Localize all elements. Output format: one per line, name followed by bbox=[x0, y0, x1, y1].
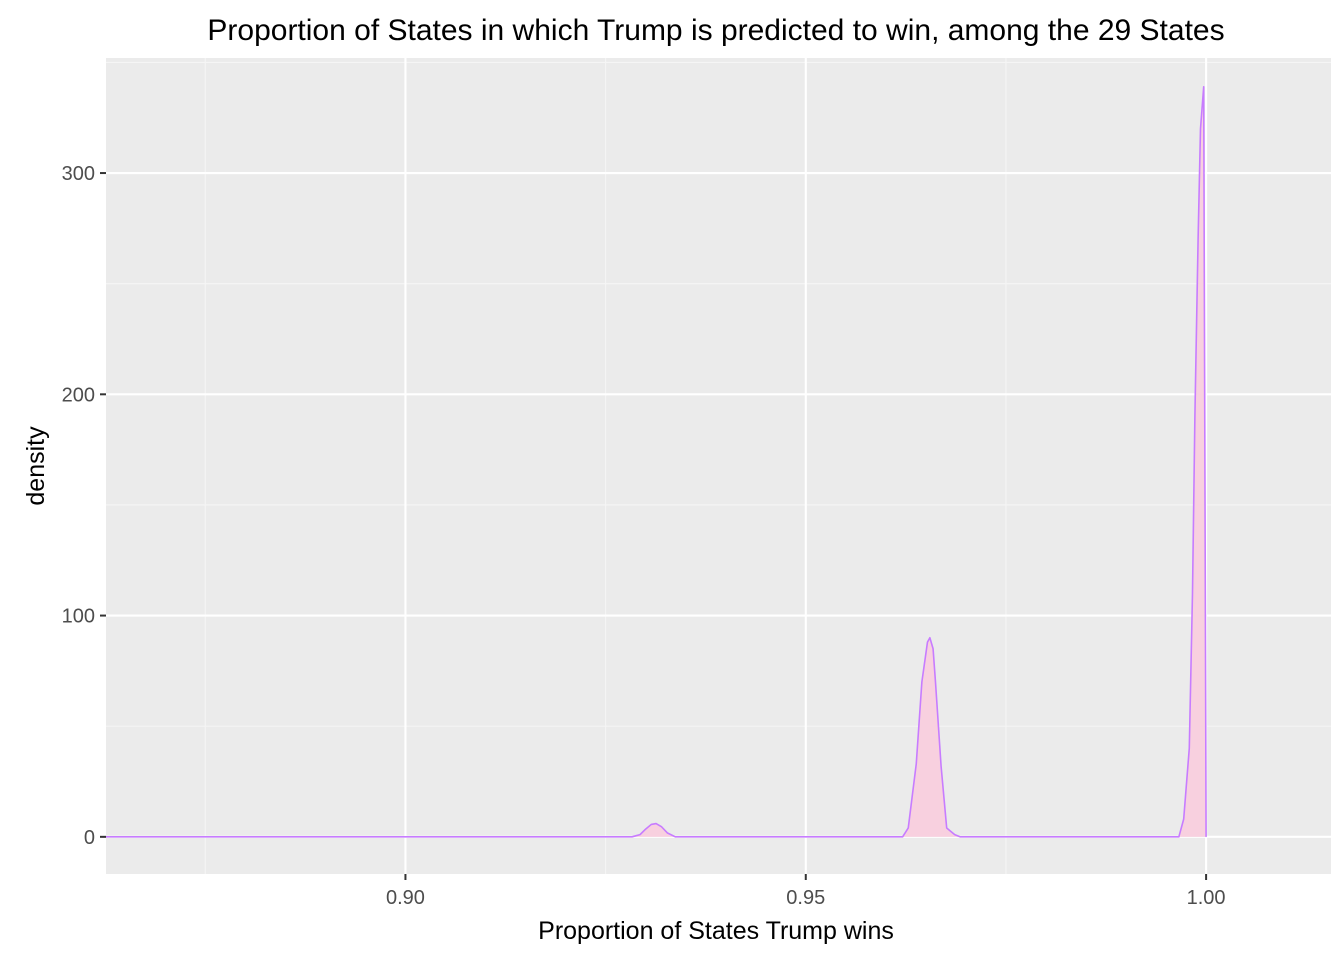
chart-title: Proportion of States in which Trump is p… bbox=[207, 14, 1224, 47]
axis-ticks bbox=[100, 172, 1208, 880]
y-tick-label: 200 bbox=[62, 384, 95, 406]
y-tick-label: 0 bbox=[84, 827, 95, 849]
x-axis-title: Proportion of States Trump wins bbox=[538, 917, 894, 945]
density-line bbox=[102, 85, 1207, 838]
density-marks bbox=[102, 85, 1207, 838]
x-tick-label: 1.00 bbox=[1187, 887, 1226, 909]
tick-labels: 0.90 0.95 1.00 0 100 200 300 bbox=[62, 163, 1226, 909]
y-axis-title: density bbox=[22, 426, 50, 506]
y-tick-label: 100 bbox=[62, 606, 95, 628]
plot-panel bbox=[106, 58, 1331, 874]
y-tick-label: 300 bbox=[62, 163, 95, 185]
x-tick-label: 0.90 bbox=[386, 887, 425, 909]
x-tick-label: 0.95 bbox=[786, 887, 825, 909]
density-area bbox=[102, 86, 1207, 837]
minor-gridlines bbox=[106, 58, 1331, 874]
